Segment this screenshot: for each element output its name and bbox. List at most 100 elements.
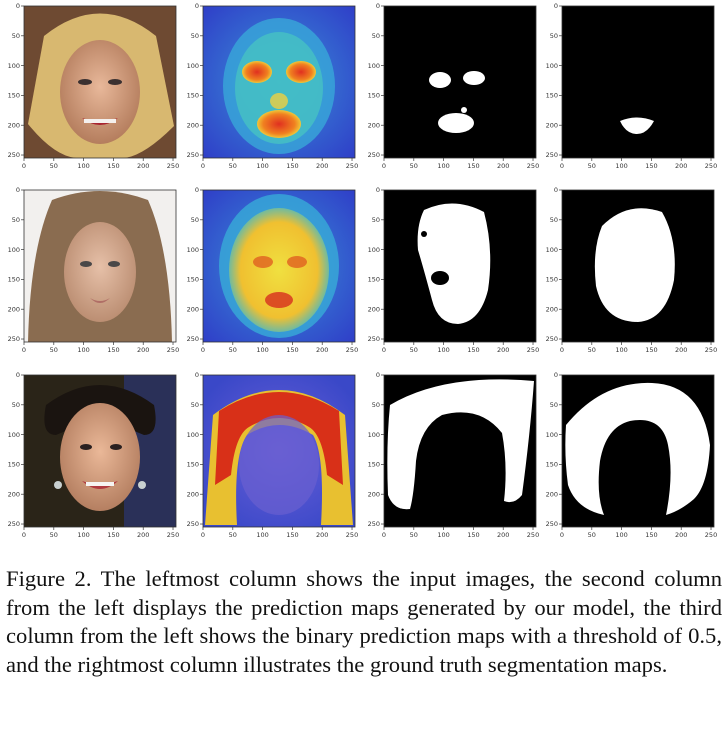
x-tick-label: 150 xyxy=(286,346,298,354)
heat-face-region xyxy=(229,208,329,332)
y-tick-label: 150 xyxy=(546,461,558,469)
x-tick-label: 250 xyxy=(346,162,358,170)
panel-axes-r1-c2: 0 0 50 50 100 100 150 150 200 200 250 250 xyxy=(187,2,359,170)
x-tick-label: 100 xyxy=(437,531,449,539)
y-tick-label: 100 xyxy=(368,431,380,439)
y-tick-label: 0 xyxy=(16,2,20,10)
y-tick-label: 50 xyxy=(191,401,199,409)
x-tick-label: 150 xyxy=(107,162,119,170)
x-tick-label: 100 xyxy=(256,162,268,170)
axes-layer: 0 0 50 50 100 100 150 150 200 200 250 250 0 0 50 50 100 1… xyxy=(8,2,718,539)
y-tick-label: 150 xyxy=(187,276,199,284)
x-tick-label: 0 xyxy=(22,162,26,170)
panel-axes-r3-c3: 0 0 50 50 100 100 150 150 200 200 250 250 xyxy=(368,371,540,539)
y-tick-label: 200 xyxy=(546,490,558,498)
mask-blob xyxy=(387,379,534,510)
y-tick-label: 200 xyxy=(546,305,558,313)
y-tick-label: 150 xyxy=(187,92,199,100)
x-tick-label: 250 xyxy=(705,162,717,170)
axes-frame xyxy=(383,189,537,343)
y-tick-label: 50 xyxy=(12,401,20,409)
x-tick-label: 150 xyxy=(467,346,479,354)
ground-truth-panel-row-3 xyxy=(562,375,714,527)
mask-blob xyxy=(417,203,491,324)
x-tick-label: 250 xyxy=(705,346,717,354)
x-tick-label: 0 xyxy=(201,346,205,354)
y-tick-label: 100 xyxy=(8,62,20,70)
x-tick-label: 200 xyxy=(675,531,687,539)
axes-frame xyxy=(202,374,356,528)
x-tick-label: 50 xyxy=(410,346,418,354)
x-tick-label: 250 xyxy=(167,531,179,539)
y-tick-label: 200 xyxy=(368,121,380,129)
x-tick-label: 250 xyxy=(527,346,539,354)
panel-axes-r2-c3: 0 0 50 50 100 100 150 150 200 200 250 250 xyxy=(368,186,540,354)
y-tick-label: 200 xyxy=(368,490,380,498)
y-tick-label: 250 xyxy=(187,151,199,159)
x-tick-label: 0 xyxy=(382,346,386,354)
panel-axes-r2-c2: 0 0 50 50 100 100 150 150 200 200 250 250 xyxy=(187,186,359,354)
y-tick-label: 50 xyxy=(191,216,199,224)
axes-frame xyxy=(561,374,715,528)
x-tick-label: 50 xyxy=(50,346,58,354)
row-3 xyxy=(24,375,714,527)
face-shape xyxy=(60,40,140,144)
x-tick-label: 0 xyxy=(382,531,386,539)
y-tick-label: 100 xyxy=(187,431,199,439)
y-tick-label: 0 xyxy=(376,186,380,194)
mask-blob xyxy=(565,382,710,515)
panel-axes-r3-c1: 0 0 50 50 100 100 150 150 200 200 250 250 xyxy=(8,371,180,539)
figure-2-grid: 0 0 50 50 100 100 150 150 200 200 250 250 0 0 50 50 100 1… xyxy=(8,2,718,539)
face-shape xyxy=(60,403,140,511)
hot-spot-left-eye xyxy=(242,61,272,83)
x-tick-label: 250 xyxy=(167,346,179,354)
x-tick-label: 150 xyxy=(645,346,657,354)
mask-blob xyxy=(620,117,654,134)
x-tick-label: 100 xyxy=(256,531,268,539)
x-tick-label: 0 xyxy=(22,531,26,539)
y-tick-label: 100 xyxy=(546,246,558,254)
x-tick-label: 200 xyxy=(675,162,687,170)
x-tick-label: 100 xyxy=(256,346,268,354)
x-tick-label: 250 xyxy=(346,346,358,354)
panel-axes-r1-c1: 0 0 50 50 100 100 150 150 200 200 250 250 xyxy=(8,2,180,170)
prediction-panel-row-1 xyxy=(203,6,355,158)
x-tick-label: 150 xyxy=(645,531,657,539)
y-tick-label: 150 xyxy=(368,92,380,100)
x-tick-label: 50 xyxy=(588,162,596,170)
mask-blob xyxy=(463,71,485,85)
y-tick-label: 50 xyxy=(372,32,380,40)
binary-panel-row-2 xyxy=(384,190,536,342)
input-panel-row-2 xyxy=(24,190,176,342)
x-tick-label: 100 xyxy=(615,531,627,539)
axes-frame xyxy=(202,189,356,343)
y-tick-label: 200 xyxy=(187,121,199,129)
row-2 xyxy=(24,190,714,342)
y-tick-label: 250 xyxy=(368,151,380,159)
y-tick-label: 250 xyxy=(546,335,558,343)
x-tick-label: 200 xyxy=(137,531,149,539)
axes-frame xyxy=(561,5,715,159)
x-tick-label: 150 xyxy=(467,162,479,170)
row-1 xyxy=(24,6,714,158)
x-tick-label: 50 xyxy=(588,531,596,539)
x-tick-label: 250 xyxy=(527,531,539,539)
y-tick-label: 250 xyxy=(187,520,199,528)
x-tick-label: 0 xyxy=(560,531,564,539)
x-tick-label: 200 xyxy=(137,346,149,354)
y-tick-label: 150 xyxy=(546,92,558,100)
panel-axes-r2-c4: 0 0 50 50 100 100 150 150 200 200 250 250 xyxy=(546,186,718,354)
ground-truth-panel-row-1 xyxy=(562,6,714,158)
y-tick-label: 150 xyxy=(8,276,20,284)
x-tick-label: 150 xyxy=(286,162,298,170)
y-tick-label: 50 xyxy=(550,216,558,224)
x-tick-label: 250 xyxy=(167,162,179,170)
figure-caption: Figure 2. The leftmost column shows the … xyxy=(6,566,722,677)
x-tick-label: 100 xyxy=(77,162,89,170)
x-tick-label: 50 xyxy=(410,531,418,539)
ground-truth-panel-row-2 xyxy=(562,190,714,342)
x-tick-label: 200 xyxy=(137,162,149,170)
y-tick-label: 150 xyxy=(8,92,20,100)
y-tick-label: 50 xyxy=(12,216,20,224)
x-tick-label: 200 xyxy=(497,531,509,539)
